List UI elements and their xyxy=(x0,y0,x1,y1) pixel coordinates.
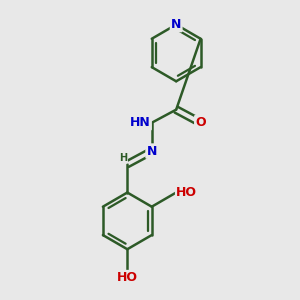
Text: HO: HO xyxy=(117,271,138,284)
Text: HN: HN xyxy=(130,116,151,129)
Text: N: N xyxy=(171,18,181,31)
Text: N: N xyxy=(147,145,157,158)
Text: HO: HO xyxy=(176,186,197,199)
Text: O: O xyxy=(195,116,206,129)
Text: H: H xyxy=(119,153,127,163)
